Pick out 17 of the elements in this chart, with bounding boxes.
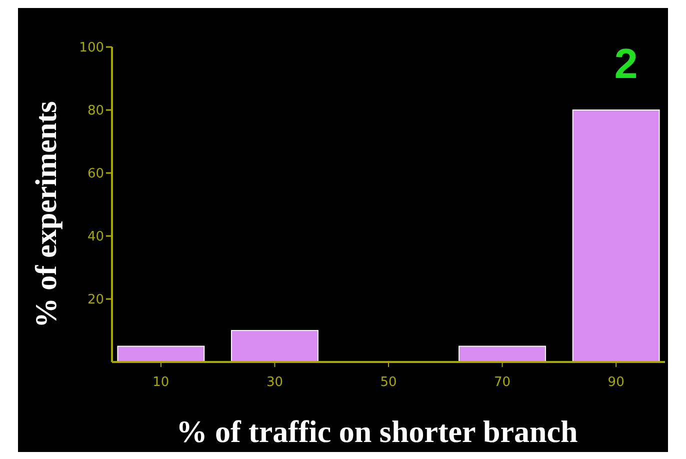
bar [117,346,205,362]
y-tick-label: 80 [87,104,104,119]
y-tick-label: 100 [79,40,104,56]
bar [230,330,318,362]
x-tick-label: 30 [266,375,283,390]
y-tick-label: 20 [87,292,104,308]
annotation: 2 [614,40,638,87]
y-tick-label: 60 [87,166,104,182]
x-tick-label: 70 [494,375,511,390]
y-axis-title: % of experiments [30,101,63,328]
bar [572,110,660,362]
y-tick-label: 40 [87,230,104,245]
x-tick-label: 50 [380,375,397,390]
x-tick-label: 10 [152,375,170,390]
x-tick-label: 90 [608,375,624,390]
bar [458,346,546,362]
x-axis-title: % of traffic on shorter branch [176,414,578,449]
